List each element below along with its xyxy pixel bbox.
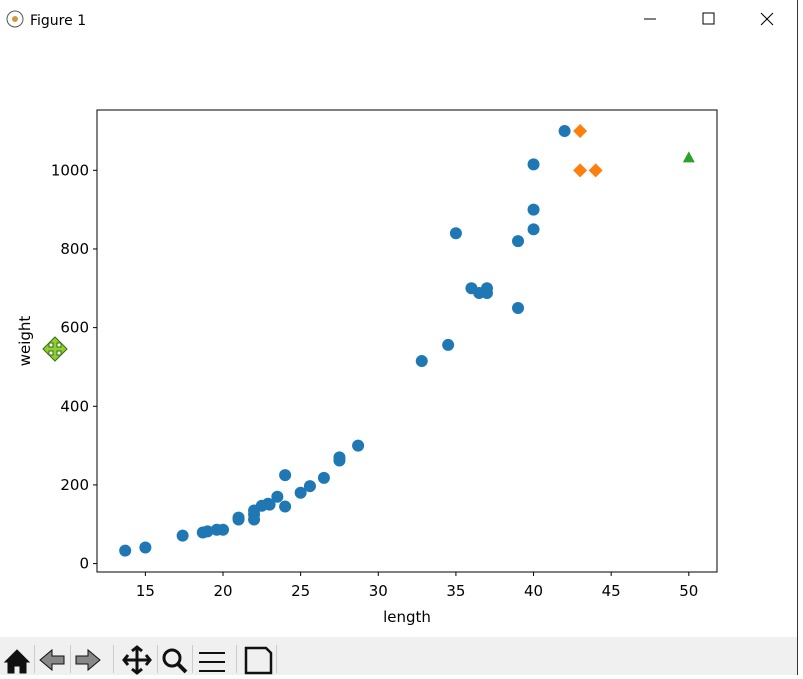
data-point [279, 500, 292, 513]
forward-button[interactable] [75, 648, 101, 672]
x-tick-label: 30 [369, 582, 388, 600]
data-point [119, 544, 132, 557]
data-point [232, 511, 245, 524]
x-tick-label: 20 [213, 582, 232, 600]
data-point [588, 163, 603, 178]
data-point [201, 525, 214, 538]
data-point [527, 203, 540, 216]
data-point [527, 158, 540, 171]
y-tick-label: 600 [60, 319, 89, 337]
home-button[interactable] [3, 649, 31, 674]
toolbar-icons [3, 645, 273, 675]
y-tick-label: 0 [79, 555, 89, 573]
data-point [512, 235, 525, 248]
data-point [415, 355, 428, 368]
x-tick-label: 40 [524, 582, 543, 600]
data-point [480, 282, 493, 295]
axes-frame [96, 109, 718, 573]
y-axis-label: weight [16, 316, 34, 367]
close-button[interactable] [760, 12, 774, 26]
data-point [512, 301, 525, 314]
y-tick-label: 800 [60, 240, 89, 258]
data-point [176, 529, 189, 542]
data-point [352, 439, 365, 452]
x-tick-label: 35 [446, 582, 465, 600]
data-point [333, 451, 346, 464]
y-tick-label: 400 [60, 397, 89, 415]
zoom-button[interactable] [162, 648, 182, 668]
data-point [558, 125, 571, 137]
data-point [271, 490, 284, 503]
data-point [317, 471, 330, 484]
x-tick-label: 15 [136, 582, 155, 600]
toolbar-separators [34, 645, 277, 673]
data-point [449, 227, 462, 240]
save-button[interactable] [244, 646, 273, 675]
zoom-handle [176, 662, 188, 674]
x-tick-label: 50 [679, 582, 698, 600]
data-point [442, 338, 455, 351]
window-title: Figure 1 [30, 13, 86, 29]
data-point [303, 480, 316, 493]
data-point [294, 486, 307, 499]
pan-button[interactable] [122, 645, 152, 675]
data-point [139, 541, 152, 554]
data-point [279, 469, 292, 482]
data-point [527, 223, 540, 236]
data-point [262, 497, 275, 510]
y-tick-label: 1000 [51, 161, 89, 179]
y-tick-label: 200 [60, 476, 89, 494]
data-point [573, 163, 588, 178]
data-point [682, 151, 695, 163]
toolbar [0, 637, 797, 675]
data-point [573, 124, 588, 138]
x-tick-label: 25 [291, 582, 310, 600]
app-icon-center [12, 16, 18, 22]
configure-button[interactable] [199, 652, 225, 672]
x-axis-label: length [383, 608, 431, 626]
x-tick-label: 45 [602, 582, 621, 600]
maximize-button[interactable] [702, 12, 715, 25]
back-button[interactable] [39, 648, 65, 672]
data-point [217, 523, 230, 536]
move-cursor [42, 336, 68, 362]
